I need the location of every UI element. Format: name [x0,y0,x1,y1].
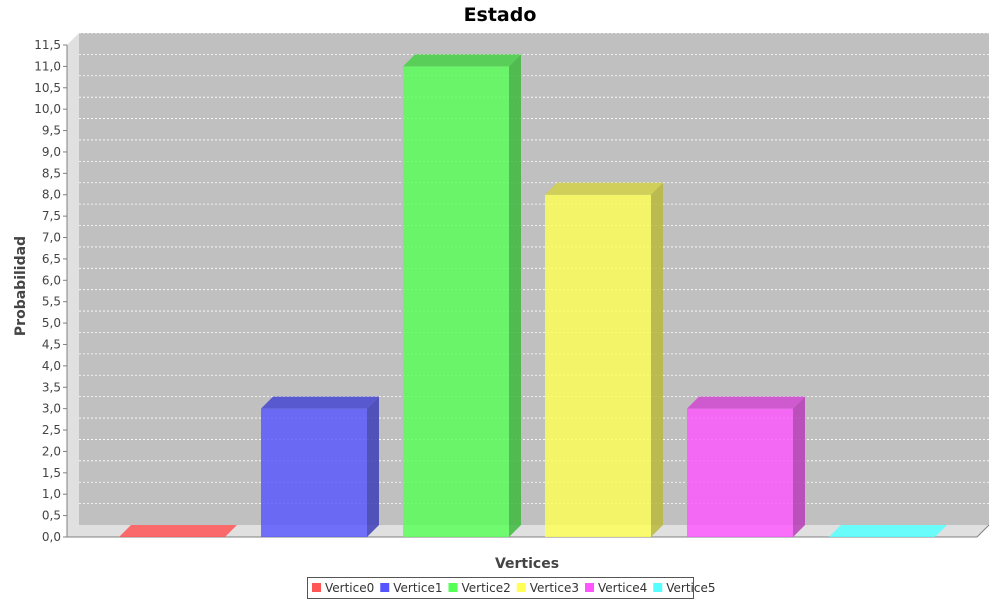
y-tick-label: 2,5 [42,423,61,437]
y-tick-label: 8,5 [42,166,61,180]
legend-label: Vertice1 [393,581,442,595]
y-tick-label: 6,0 [42,273,61,287]
y-tick-label: 9,0 [42,145,61,159]
y-tick-label: 6,5 [42,252,61,266]
y-tick-label: 3,0 [42,402,61,416]
bar-top [687,396,805,409]
y-tick-label: 5,5 [42,295,61,309]
legend-swatch [653,583,663,592]
bar-side [651,182,663,537]
bar-vertice0 [119,525,237,537]
legend-swatch [380,583,390,592]
y-tick-label: 10,5 [34,81,61,95]
y-axis: 0,0 0,5 1,0 1,5 2,0 2,5 3,0 3,5 4,0 4,5 5,0 5,5 6,0 6… [34,38,990,544]
plot-back-wall [79,33,989,525]
legend-label: Vertice2 [462,581,511,595]
bar-top [261,396,379,409]
chart-title: Estado [464,4,537,26]
bar-side [509,54,521,538]
legend-swatch [448,583,458,592]
legend-item-vertice3: Vertice3 [516,581,579,595]
legend-swatch [312,583,321,592]
y-tick-label: 9,5 [42,124,61,138]
legend-label: Vertice0 [325,581,374,595]
bar-top [829,525,947,537]
y-tick-label: 8,0 [42,188,61,202]
y-tick-label: 11,0 [34,59,61,73]
x-axis-depth-line [976,524,990,538]
y-tick-label: 4,5 [42,337,61,351]
bar-front [403,66,509,538]
x-axis-label: Vertices [495,556,559,572]
legend-box [307,577,694,599]
legend-swatch [516,583,526,592]
legend-label: Vertice3 [530,581,579,595]
bar-vertice3 [545,182,663,537]
bar-side [793,396,805,537]
y-tick-label: 2,0 [42,444,61,458]
bar-vertice1 [261,396,379,537]
legend-item-vertice0: Vertice0 [312,581,374,595]
legend-item-vertice1: Vertice1 [380,581,443,595]
bar-top [119,525,237,537]
y-tick-label: 5,0 [42,316,61,330]
bar-vertice4 [687,396,805,537]
y-tick-label: 7,5 [42,209,61,223]
bar-front [687,408,793,537]
bar-series [119,54,947,538]
y-tick-label: 4,0 [42,359,61,373]
y-axis-label: Probabilidad [13,236,29,336]
plot-area [67,32,989,537]
y-tick-label: 7,0 [42,231,61,245]
y-tick-label: 3,5 [42,380,61,394]
y-tick-label: 0,5 [42,509,61,523]
y-tick-label: 10,0 [34,102,61,116]
legend-item-vertice4: Vertice4 [585,581,647,595]
legend-item-vertice5: Vertice5 [653,581,716,595]
y-tick-label: 1,0 [42,487,61,501]
bar-top [545,182,663,195]
y-tick-label: 0,0 [42,530,61,544]
bar-front [545,194,651,537]
bar-vertice5 [829,525,947,537]
legend-item-vertice2: Vertice2 [448,581,511,595]
bar-top [403,54,521,67]
legend-swatch [585,583,594,592]
plot-left-wall [67,33,79,537]
bar-side [367,396,379,537]
y-tick-label: 1,5 [42,466,61,480]
legend-label: Vertice4 [598,581,647,595]
legend: Vertice0 Vertice1 Vertice2 Vertice3 Vertice4… [307,577,716,599]
y-tick-label: 11,5 [34,38,61,52]
bar-front [261,408,367,537]
legend-label: Vertice5 [666,581,715,595]
bar-vertice2 [403,54,521,538]
